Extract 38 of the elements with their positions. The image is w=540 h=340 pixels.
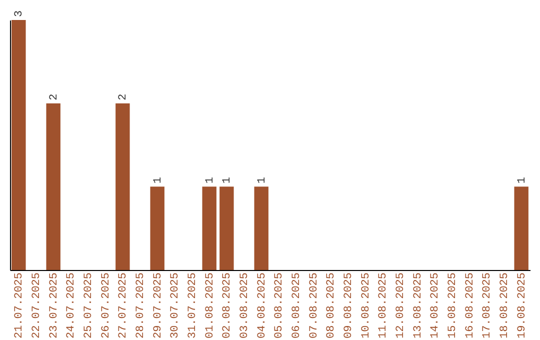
x-tick-label: 17.08.2025 bbox=[482, 272, 494, 339]
x-tick-label: 01.08.2025 bbox=[204, 272, 216, 339]
x-tick-label: 18.08.2025 bbox=[499, 272, 511, 339]
x-tick-label: 12.08.2025 bbox=[395, 272, 407, 339]
x-tick-label: 08.08.2025 bbox=[326, 272, 338, 339]
x-tick-label: 29.07.2025 bbox=[152, 272, 164, 339]
x-tick-label: 25.07.2025 bbox=[83, 272, 95, 339]
x-tick-label: 30.07.2025 bbox=[170, 272, 182, 339]
data-label: 1 bbox=[204, 176, 216, 184]
data-label: 1 bbox=[516, 176, 528, 184]
x-tick-label: 22.07.2025 bbox=[31, 272, 43, 339]
x-tick-label: 04.08.2025 bbox=[256, 272, 268, 339]
x-tick-label: 02.08.2025 bbox=[222, 272, 234, 339]
x-tick-label: 27.07.2025 bbox=[118, 272, 130, 339]
data-label: 1 bbox=[152, 176, 164, 184]
data-label: 1 bbox=[222, 176, 234, 184]
x-tick-label: 09.08.2025 bbox=[343, 272, 355, 339]
x-tick-label: 11.08.2025 bbox=[378, 272, 390, 339]
data-label: 3 bbox=[14, 10, 26, 17]
x-tick-label: 26.07.2025 bbox=[100, 272, 112, 339]
x-tick-label: 13.08.2025 bbox=[412, 272, 424, 339]
data-label: 2 bbox=[48, 94, 60, 100]
x-tick-label: 31.07.2025 bbox=[187, 272, 199, 339]
x-tick-label: 16.08.2025 bbox=[464, 272, 476, 339]
x-tick-label: 21.07.2025 bbox=[14, 272, 26, 339]
x-tick-label: 06.08.2025 bbox=[291, 272, 303, 339]
x-tick-label: 03.08.2025 bbox=[239, 272, 251, 339]
x-tick-label: 19.08.2025 bbox=[516, 272, 528, 339]
data-label: 2 bbox=[118, 94, 130, 100]
x-tick-label: 23.07.2025 bbox=[48, 272, 60, 339]
x-tick-label: 24.07.2025 bbox=[66, 272, 78, 339]
data-label: 1 bbox=[256, 176, 268, 184]
x-tick-label: 07.08.2025 bbox=[308, 272, 320, 339]
x-tick-label: 14.08.2025 bbox=[430, 272, 442, 339]
x-tick-label: 15.08.2025 bbox=[447, 272, 459, 339]
x-tick-label: 10.08.2025 bbox=[360, 272, 372, 339]
x-tick-label: 28.07.2025 bbox=[135, 272, 147, 339]
x-tick-label: 05.08.2025 bbox=[274, 272, 286, 339]
